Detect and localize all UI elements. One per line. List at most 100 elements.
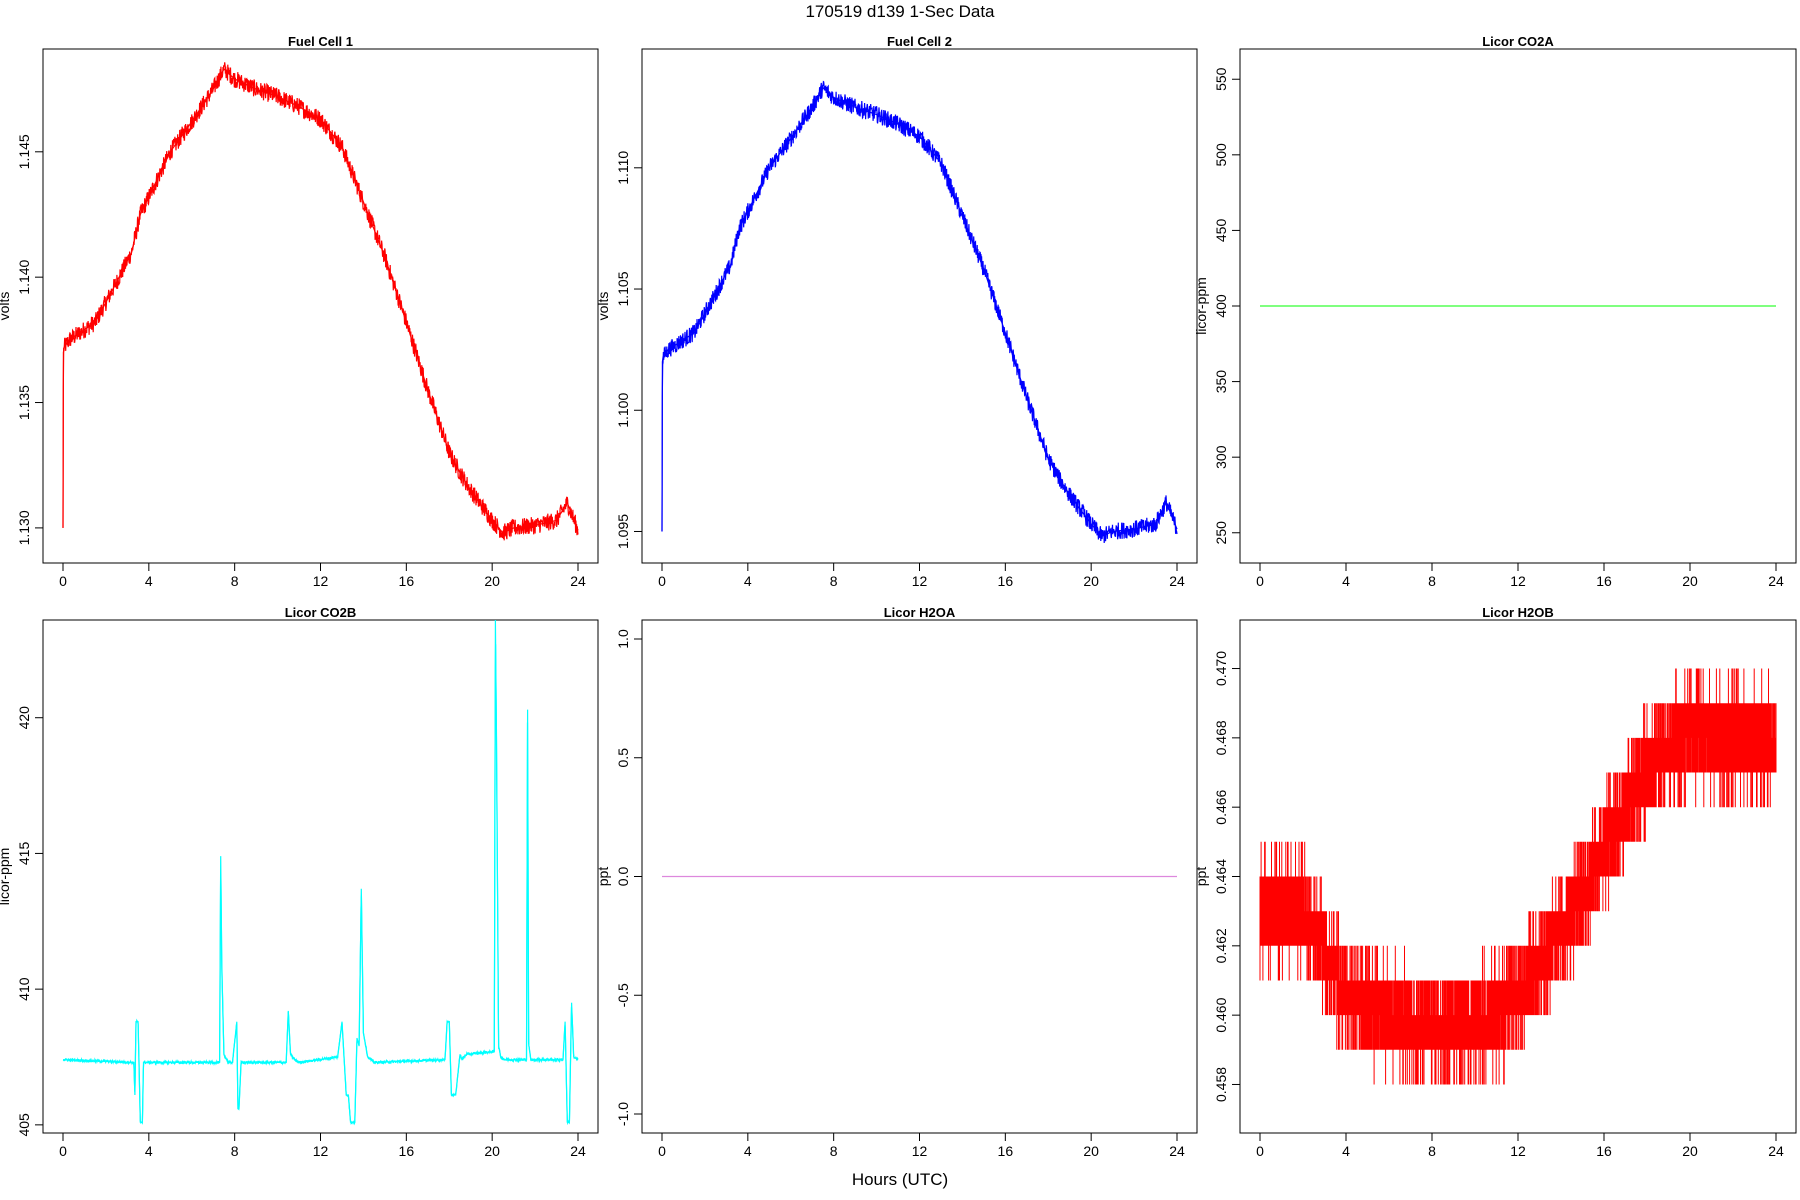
y-tick-label: 0.5 [615,748,631,768]
y-tick-label: 1.145 [16,134,32,169]
figure-title: 170519 d139 1-Sec Data [805,2,995,21]
x-tick-label: 0 [1256,573,1264,589]
y-tick-label: 1.100 [615,393,631,428]
x-tick-label: 24 [1169,1143,1185,1159]
y-tick-label: 0.470 [1213,651,1229,686]
panel-title: Licor H2OA [884,605,956,620]
x-tick-label: 8 [830,573,838,589]
plot-frame [42,619,599,1134]
x-tick-label: 20 [1682,573,1698,589]
y-tick-label: 500 [1213,143,1229,167]
x-tick-label: 16 [399,573,415,589]
data-series-outline [661,86,1178,538]
y-tick-label: 300 [1213,445,1229,469]
x-tick-label: 4 [145,1143,153,1159]
y-tick-label: 0.460 [1213,997,1229,1032]
y-tick-label: 350 [1213,370,1229,394]
y-tick-label: 0.468 [1213,720,1229,755]
y-tick-label: 1.095 [615,514,631,549]
x-tick-label: 8 [1428,573,1436,589]
y-tick-label: 415 [16,842,32,866]
y-tick-label: 0.458 [1213,1067,1229,1102]
y-tick-label: 0.464 [1213,859,1229,894]
y-tick-label: 1.130 [16,510,32,545]
x-tick-label: 4 [1342,1143,1350,1159]
y-tick-label: 550 [1213,67,1229,91]
y-tick-label: 1.110 [615,151,631,185]
x-tick-label: 12 [912,1143,928,1159]
panel-3: Licor CO2A 0 4 8 12 16 20 24 250 300 350 400 450 500 5… [1193,34,1797,589]
x-tick-label: 24 [570,1143,586,1159]
data-series [62,644,579,1126]
x-tick-label: 12 [1510,1143,1526,1159]
x-tick-label: 24 [1768,1143,1784,1159]
y-tick-label: 450 [1213,219,1229,243]
x-tick-label: 24 [1169,573,1185,589]
panel-title: Fuel Cell 1 [288,34,353,49]
x-tick-label: 4 [744,573,752,589]
x-tick-label: 16 [998,573,1014,589]
panel-title: Licor CO2A [1482,34,1554,49]
x-tick-label: 16 [399,1143,415,1159]
x-tick-label: 4 [145,573,153,589]
x-tick-label: 12 [1510,573,1526,589]
y-tick-label: -1.0 [615,1102,631,1126]
y-tick-label: 1.0 [615,629,631,649]
panel-title: Fuel Cell 2 [887,34,952,49]
plot-frame [1239,619,1797,1134]
y-axis-label: ppt [595,867,611,887]
x-tick-label: 0 [658,573,666,589]
x-tick-label: 0 [1256,1143,1264,1159]
y-tick-label: 0.0 [615,867,631,887]
x-tick-label: 8 [1428,1143,1436,1159]
x-tick-label: 20 [1682,1143,1698,1159]
x-tick-label: 16 [1596,1143,1612,1159]
x-tick-label: 0 [59,1143,67,1159]
y-axis-label: volts [0,292,12,321]
x-tick-label: 0 [59,573,67,589]
data-series [661,80,1178,544]
panel-title: Licor H2OB [1482,605,1554,620]
y-tick-label: 400 [1213,294,1229,318]
x-tick-label: 12 [313,573,329,589]
y-tick-label: 0.466 [1213,789,1229,824]
y-axis-label: ppt [1193,867,1209,887]
y-tick-label: 1.135 [16,385,32,420]
data-series [1259,668,1777,1085]
x-tick-label: 8 [231,1143,239,1159]
y-tick-label: 0.462 [1213,928,1229,963]
y-axis-label: volts [595,292,611,321]
x-tick-label: 4 [1342,573,1350,589]
panel-4: Licor CO2B 0 4 8 12 16 20 24 405 410 415 420 licor-p… [0,605,599,1159]
panel-1: Fuel Cell 1 0 4 8 12 16 20 24 1.130 1.135 1.140 1.1… [0,34,599,589]
data-series-outline [62,619,579,1123]
x-axis-title: Hours (UTC) [851,1170,949,1189]
x-tick-label: 12 [912,573,928,589]
y-tick-label: 405 [16,1113,32,1137]
panel-2: Fuel Cell 2 0 4 8 12 16 20 24 1.095 1.100 1.105 1.1… [595,34,1198,589]
y-tick-label: 1.105 [615,271,631,306]
x-tick-label: 0 [658,1143,666,1159]
y-tick-label: 1.140 [16,259,32,294]
y-tick-label: -0.5 [615,983,631,1007]
x-tick-label: 16 [998,1143,1014,1159]
x-tick-label: 20 [484,573,500,589]
y-tick-label: 410 [16,977,32,1001]
data-series-outline [62,68,579,534]
data-series [62,62,579,541]
plot-frame [641,48,1198,564]
x-tick-label: 20 [1083,1143,1099,1159]
panel-6: Licor H2OB 0 4 8 12 16 20 24 0.458 0.460 0.462 0.46… [1193,605,1797,1159]
x-tick-label: 4 [744,1143,752,1159]
y-axis-label: licor-ppm [0,848,12,906]
y-tick-label: 250 [1213,521,1229,545]
panel-5: Licor H2OA 0 4 8 12 16 20 24 -1.0 -0.5 0.0 0.5 1.0 pp… [595,605,1198,1159]
x-tick-label: 20 [1083,573,1099,589]
x-tick-label: 8 [830,1143,838,1159]
x-tick-label: 8 [231,573,239,589]
x-tick-label: 20 [484,1143,500,1159]
x-tick-label: 24 [570,573,586,589]
x-tick-label: 24 [1768,573,1784,589]
x-tick-label: 16 [1596,573,1612,589]
